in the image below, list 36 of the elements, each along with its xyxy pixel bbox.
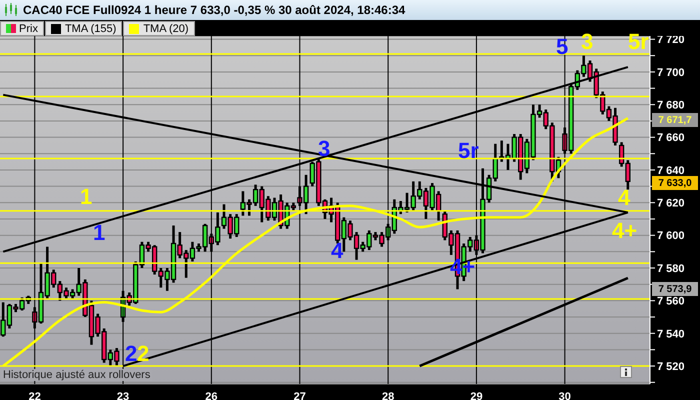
chart-title: CAC40 FCE Full0924 1 heure 7 633,0 -0,35 % 30 août 2024, 18:46:34 [23, 3, 406, 17]
annotation: 3 [581, 29, 594, 54]
legend-label: TMA (155) [64, 22, 116, 34]
x-tick-label: 28 [382, 390, 394, 400]
y-tick-label: 7 540 [657, 328, 685, 340]
text: 7 633,0 [652, 176, 698, 190]
y-tick-label: 7 660 [657, 132, 685, 144]
legend-label: Prix [19, 22, 38, 34]
annotation: 4+ [612, 218, 638, 243]
x-tick-label: 27 [294, 390, 306, 400]
annotation: 4 [331, 238, 344, 263]
y-tick-label: 7 680 [657, 100, 685, 112]
y-tick-label: 7 620 [657, 198, 685, 210]
annotation: 1 [93, 220, 106, 245]
annotation: 4+ [450, 254, 476, 279]
y-tick-label: 7 580 [657, 262, 685, 275]
x-tick-label: 22 [28, 390, 41, 400]
annotation: 2 [125, 341, 138, 366]
y-tick-label: 7 560 [657, 296, 685, 308]
text: 7 671,7 [652, 113, 698, 127]
annotation: 2 [137, 341, 150, 366]
x-tick-label: 29 [470, 390, 483, 400]
y-tick-label: 7 600 [657, 230, 685, 242]
annotation: 3 [318, 136, 330, 161]
annotation: 5r [628, 29, 649, 54]
annotation: 1 [80, 184, 92, 209]
y-tick-label: 7 700 [657, 66, 685, 79]
annotation: 4 [618, 185, 630, 210]
annotation: Historique ajusté aux rollovers [1, 369, 152, 381]
legend-label: TMA (20) [143, 22, 189, 34]
x-tick-label: 30 [558, 390, 571, 400]
y-tick-label: 7 520 [657, 360, 685, 373]
x-tick-label: 26 [205, 390, 218, 400]
x-tick-label: 23 [116, 390, 130, 400]
y-tick-label: 7 640 [657, 164, 685, 177]
text: 7 573,9 [652, 282, 698, 296]
